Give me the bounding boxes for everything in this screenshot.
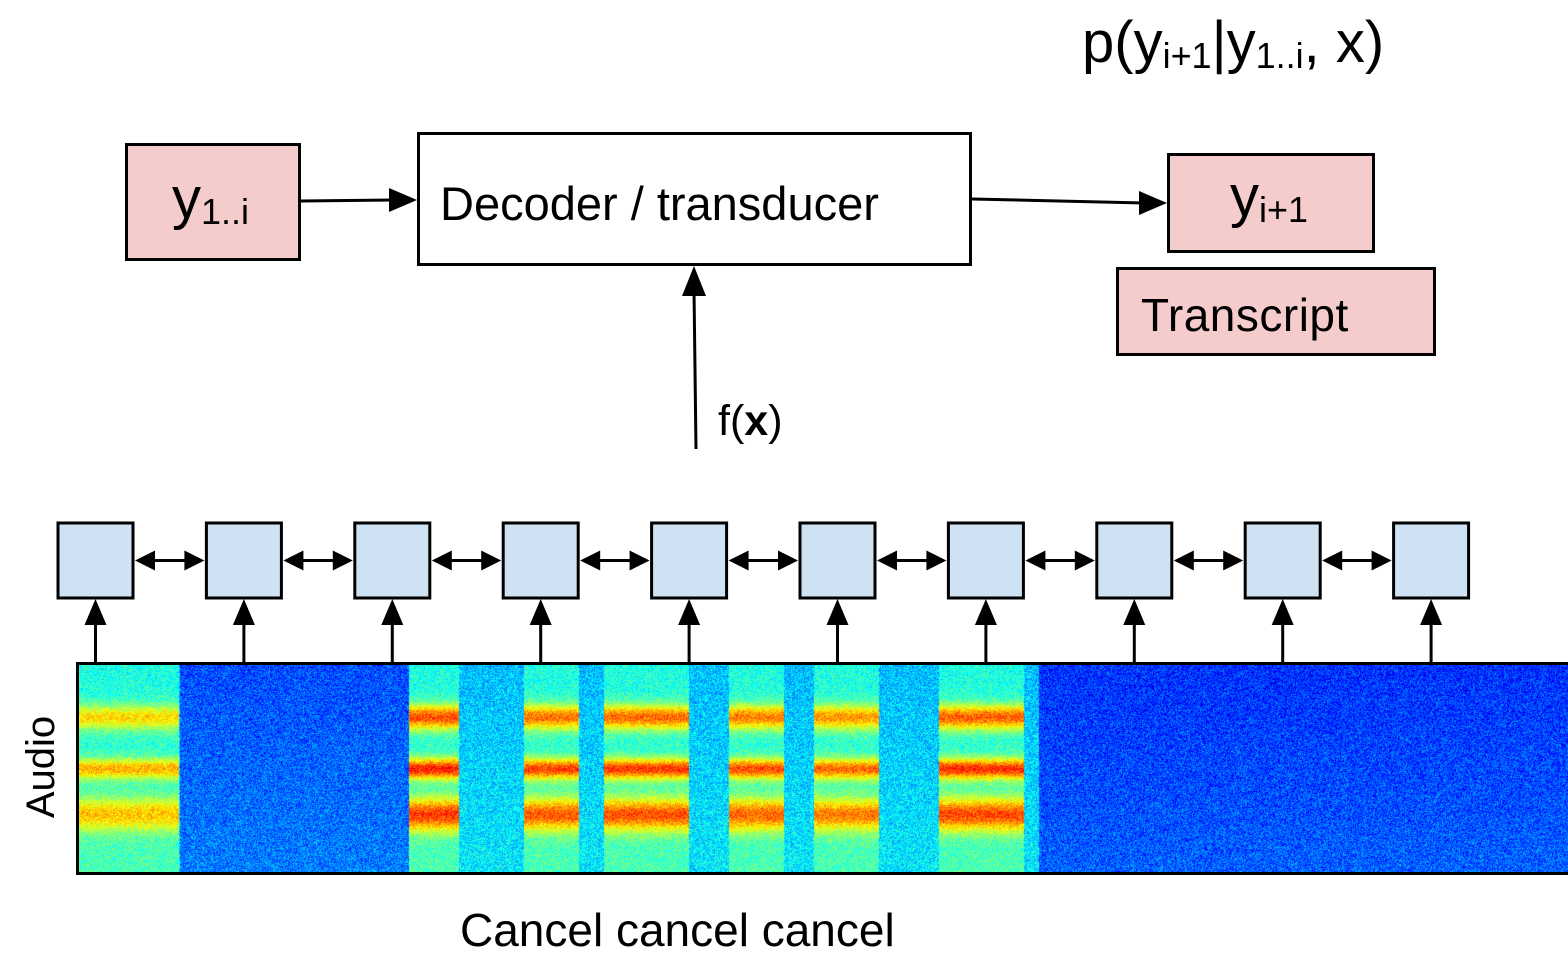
encoder-layer [56,521,1471,672]
arrowhead-icon [431,550,452,571]
arrowhead-icon [184,550,205,571]
arrowhead-icon [84,599,107,625]
encoder-cell [1095,521,1174,600]
label-bold-part: x [744,397,769,445]
decoder-box: Decoder / transducer [417,132,972,266]
arrow-decoder-to-output [971,197,1146,205]
arrowhead-icon [877,550,897,571]
formula-subscript: i+1 [1162,35,1212,77]
input-token-box: y1..i [125,143,301,261]
encoder-cell [798,521,877,600]
transcript-label: Transcript [1141,289,1349,341]
arrowhead-icon [529,599,552,625]
encoder-cell [353,521,432,600]
arrowhead-icon [1139,191,1167,215]
arrowhead-icon [778,550,798,571]
arrowhead-icon [381,599,404,625]
formula-part: |y [1211,10,1256,75]
encoder-output-label: f(x) [718,400,783,443]
arrowhead-icon [826,599,849,625]
probability-formula: p(yi+1|y1..i, x) [1082,14,1384,74]
arrowhead-icon [1173,550,1194,571]
arrowhead-icon [1074,550,1095,571]
arrowhead-icon [1123,599,1146,625]
arrowhead-icon [629,550,650,571]
arrowhead-icon [1271,599,1294,625]
output-token-label: yi+1 [1230,168,1308,228]
formula-subscript: 1..i [1255,35,1304,77]
token-subscript: 1..i [201,191,249,233]
encoder-cell [1243,521,1322,600]
arrowhead-icon [1223,550,1244,571]
audio-spectrogram [76,662,1568,875]
arrowhead-icon [580,550,601,571]
token-subscript: i+1 [1259,189,1308,231]
arrowhead-icon [1371,550,1392,571]
token-base: y [172,166,201,231]
transcript-box: Transcript [1116,267,1436,356]
arrowhead-icon [232,599,255,625]
label-part: f( [718,397,745,445]
arrowhead-icon [926,550,947,571]
arrowhead-icon [332,550,353,571]
audio-axis-label: Audio [19,715,63,819]
arrowhead-icon [135,550,155,571]
arrowhead-icon [481,550,502,571]
arrow-encoder-to-decoder [692,289,698,450]
arrowhead-icon [678,599,701,625]
arrowhead-icon [283,550,304,571]
arrowhead-icon [1322,550,1343,571]
input-token-label: y1..i [172,170,249,230]
arrowhead-icon [974,599,997,625]
formula-part: p(y [1082,10,1163,75]
encoder-cell [946,521,1025,600]
arrowhead-icon [682,266,706,296]
audio-caption: Cancel cancel cancel [460,904,895,956]
arrowhead-icon [728,550,749,571]
encoder-cell [1392,521,1471,600]
encoder-cell [204,521,283,600]
encoder-cell [650,521,729,600]
arrowhead-icon [389,188,417,212]
label-part: ) [768,397,783,445]
token-base: y [1230,164,1259,229]
encoder-cell [56,521,135,600]
arrowhead-icon [1025,550,1046,571]
formula-part: , x) [1303,10,1385,75]
decoder-label: Decoder / transducer [440,177,879,230]
encoder-cell [501,521,580,600]
arrowhead-icon [1420,599,1443,625]
output-token-box: yi+1 [1167,153,1375,253]
arrow-input-to-decoder [300,198,396,203]
